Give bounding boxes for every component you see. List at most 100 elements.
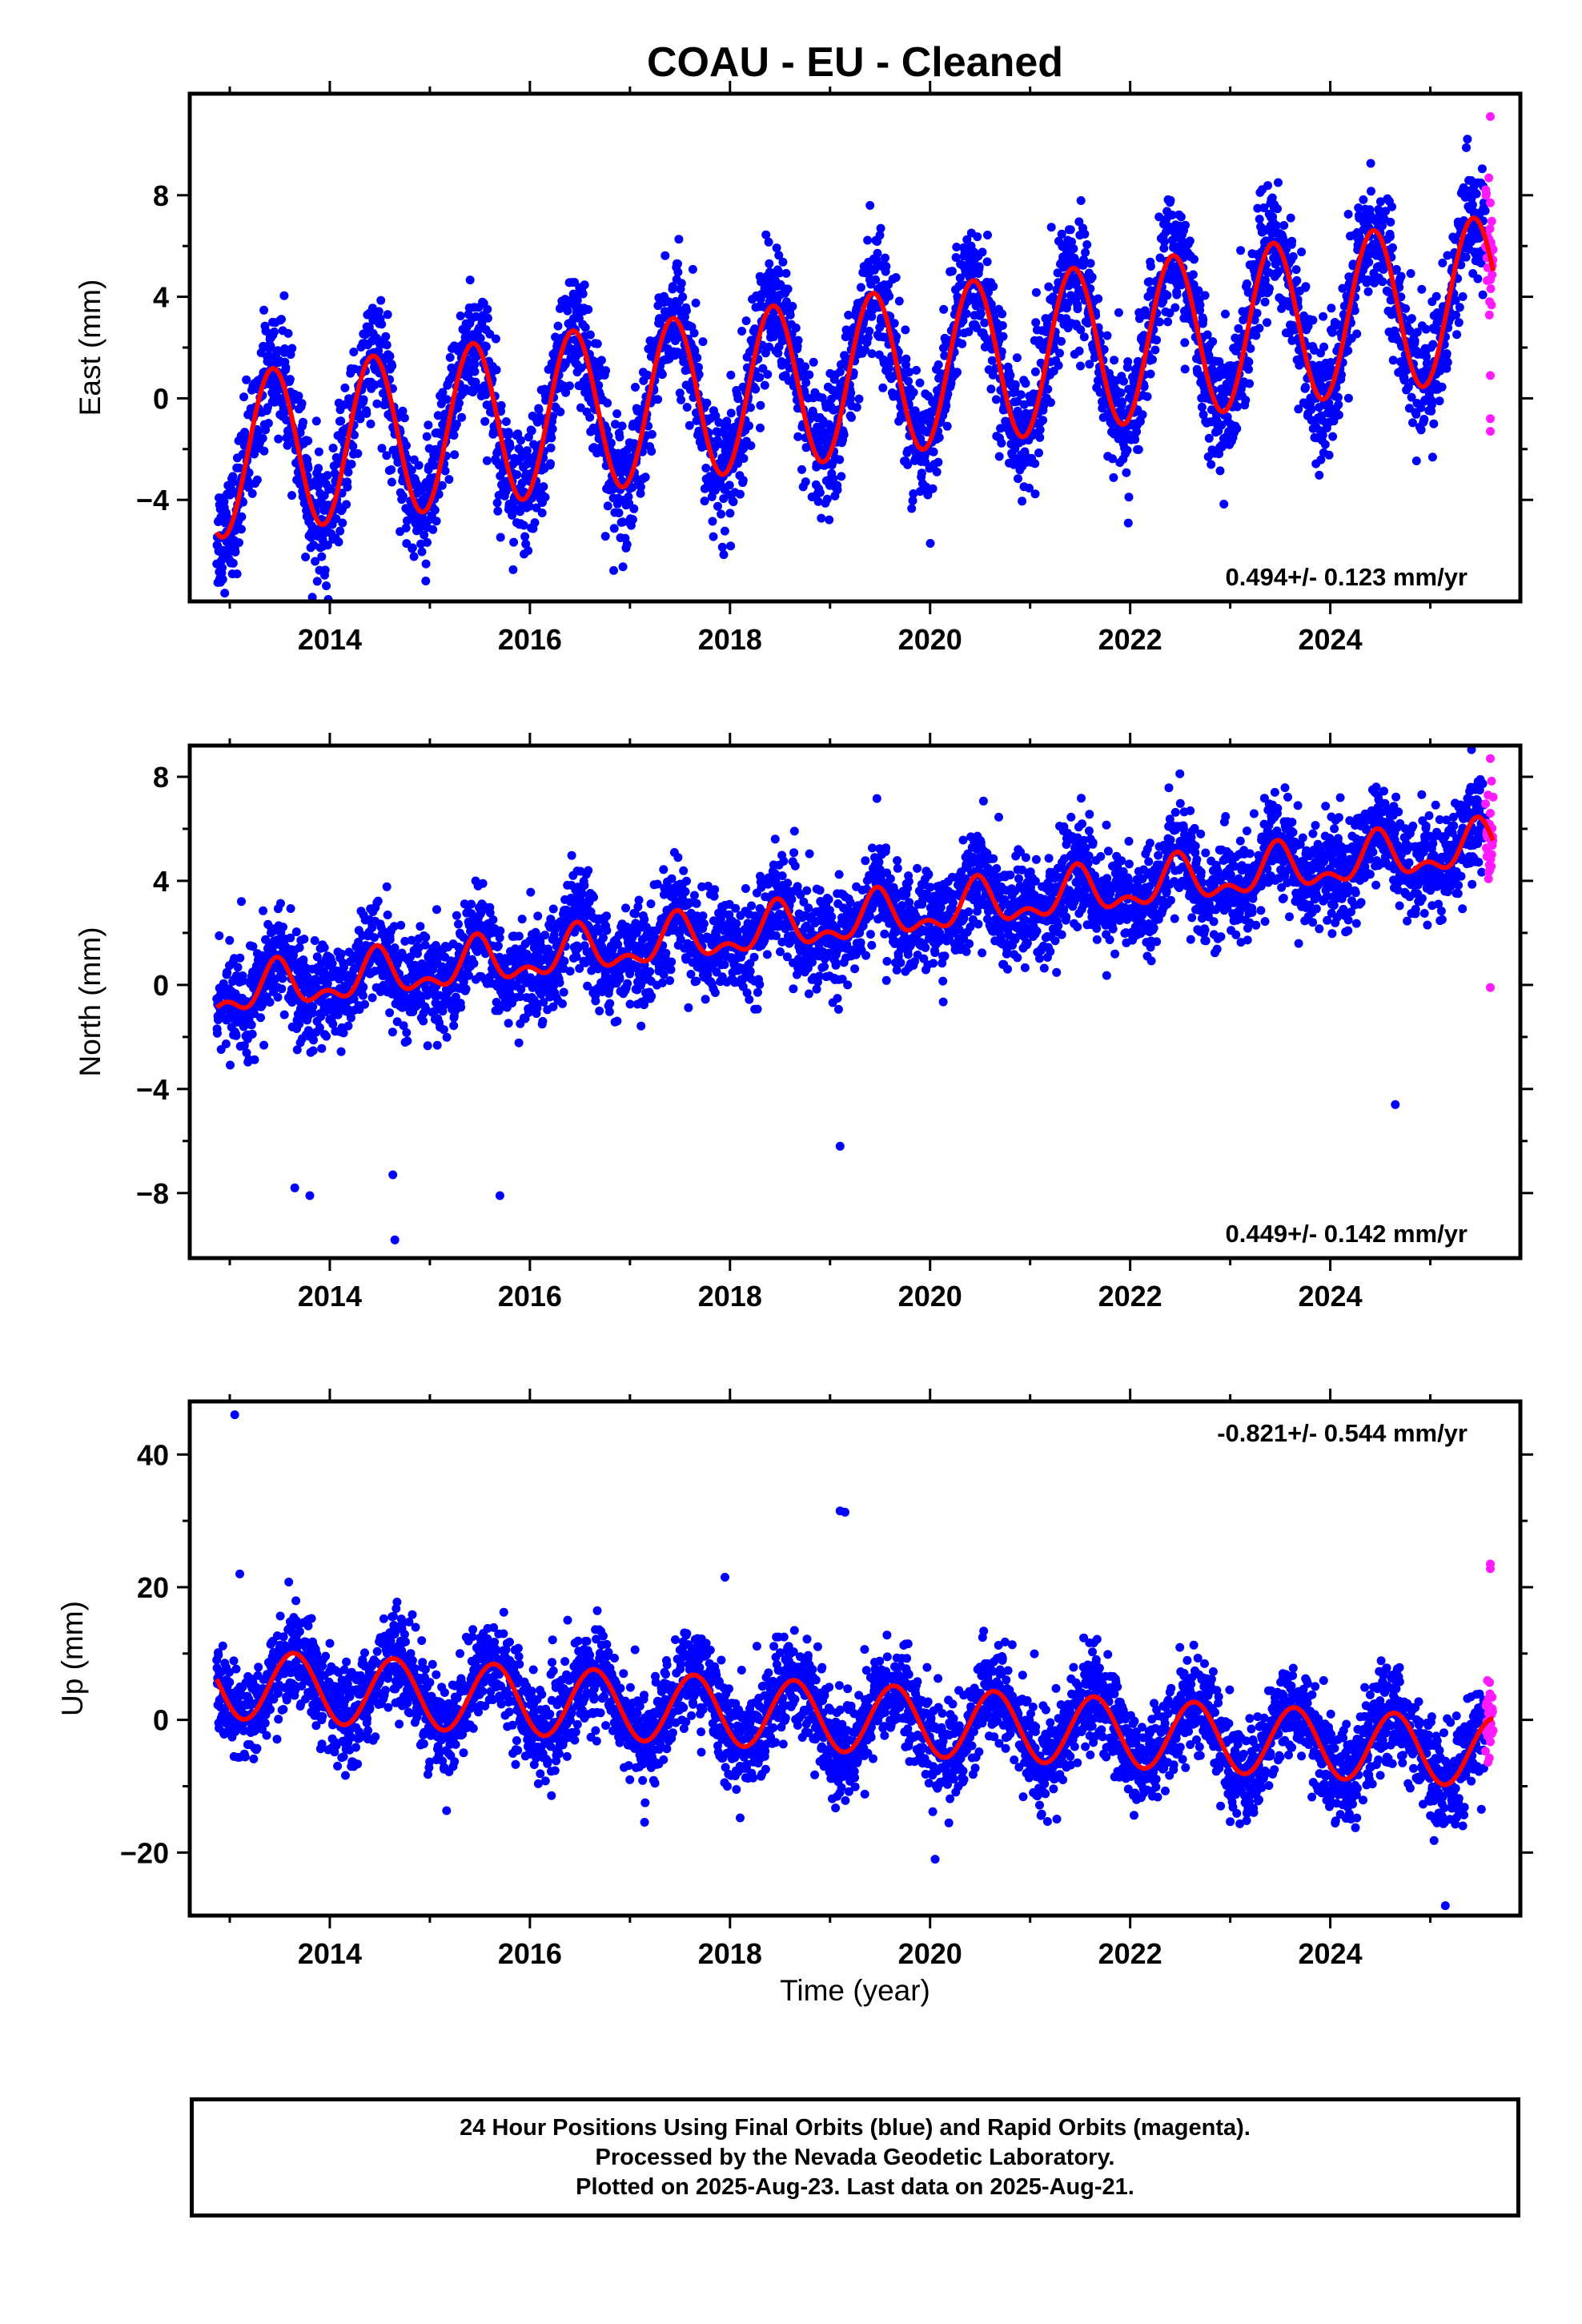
final-orbit-point: [1385, 232, 1395, 241]
final-orbit-point: [247, 1020, 256, 1030]
final-orbit-point: [299, 417, 307, 427]
final-orbit-point: [745, 421, 753, 431]
final-orbit-point: [1263, 181, 1272, 191]
final-orbit-point: [527, 426, 536, 436]
final-orbit-point: [360, 999, 369, 1009]
final-orbit-point: [1066, 225, 1075, 235]
final-orbit-point: [673, 259, 682, 268]
final-orbit-point: [297, 399, 307, 408]
final-orbit-point: [1146, 262, 1155, 271]
final-orbit-point: [1301, 383, 1311, 392]
final-orbit-point: [520, 532, 530, 541]
final-orbit-point: [408, 509, 418, 518]
final-orbit-point: [1030, 367, 1040, 376]
final-orbit-point: [606, 438, 616, 448]
final-orbit-point: [934, 457, 943, 467]
final-orbit-point: [726, 370, 736, 380]
final-orbit-point: [934, 360, 943, 369]
final-orbit-point: [982, 257, 992, 267]
final-orbit-point: [266, 341, 275, 351]
final-orbit-point: [580, 323, 590, 332]
final-orbit-point: [685, 420, 694, 430]
final-orbit-point: [1431, 292, 1441, 301]
final-orbit-point: [347, 460, 356, 469]
final-orbit-point: [1458, 292, 1468, 301]
final-orbit-point: [432, 905, 441, 915]
rapid-orbit-point: [1488, 270, 1497, 279]
final-orbit-point: [817, 513, 826, 523]
final-orbit-point: [263, 419, 273, 428]
final-orbit-point: [1035, 432, 1045, 442]
final-orbit-point: [1438, 258, 1447, 267]
final-orbit-point: [546, 443, 556, 452]
rapid-orbit-point: [1485, 224, 1495, 234]
final-orbit-point: [259, 906, 268, 915]
final-orbit-point: [1328, 432, 1338, 441]
final-orbit-point: [327, 959, 337, 968]
final-orbit-point: [299, 955, 308, 964]
final-orbit-point: [1207, 460, 1216, 469]
final-orbit-point: [561, 388, 571, 397]
final-orbit-point: [974, 262, 984, 271]
final-orbit-point: [563, 306, 572, 316]
final-orbit-point: [270, 327, 279, 336]
final-orbit-point: [1366, 159, 1375, 168]
final-orbit-point: [618, 562, 628, 572]
final-orbit-point: [501, 417, 511, 426]
final-orbit-point: [516, 436, 525, 445]
final-orbit-point: [647, 429, 656, 439]
final-orbit-point: [1452, 330, 1462, 340]
final-orbit-point: [901, 325, 910, 335]
final-orbit-point: [534, 405, 544, 414]
figure-title: COAU - EU - Cleaned: [647, 39, 1063, 86]
final-orbit-point: [1411, 456, 1421, 465]
final-orbit-point: [1124, 493, 1134, 502]
final-orbit-point: [791, 324, 801, 332]
final-orbit-point: [713, 501, 722, 511]
final-orbit-point: [1122, 445, 1132, 455]
final-orbit-point: [863, 235, 873, 245]
final-orbit-point: [976, 309, 986, 318]
final-orbit-point: [221, 1039, 231, 1048]
final-orbit-point: [377, 320, 387, 329]
final-orbit-point: [682, 403, 692, 412]
final-orbit-point: [336, 949, 346, 959]
final-orbit-point: [833, 485, 842, 495]
final-orbit-point: [1030, 489, 1040, 499]
final-orbit-point: [998, 309, 1007, 319]
final-orbit-point: [603, 398, 612, 408]
final-orbit-point: [609, 524, 619, 533]
final-orbit-point: [585, 330, 595, 340]
final-orbit-point: [450, 450, 460, 460]
final-orbit-point: [998, 332, 1008, 341]
final-orbit-point: [521, 539, 531, 549]
final-orbit-point: [878, 383, 888, 392]
final-orbit-point: [387, 477, 396, 487]
final-orbit-point: [847, 412, 856, 422]
final-orbit-point: [398, 492, 408, 501]
final-orbit-point: [1114, 308, 1123, 317]
final-orbit-point: [256, 1013, 265, 1023]
final-orbit-point: [822, 494, 832, 504]
final-orbit-point: [1327, 304, 1336, 313]
final-orbit-point: [1378, 277, 1387, 287]
final-orbit-point: [1094, 294, 1103, 304]
final-orbit-point: [539, 482, 548, 492]
final-orbit-point: [416, 922, 425, 931]
final-orbit-point: [592, 339, 602, 348]
final-orbit-point: [317, 1043, 327, 1053]
final-orbit-point: [492, 365, 501, 375]
final-orbit-point: [1079, 332, 1089, 342]
final-orbit-point: [1263, 318, 1271, 328]
final-orbit-point: [1219, 500, 1229, 509]
final-orbit-point: [1241, 396, 1251, 405]
final-orbit-point: [601, 366, 611, 376]
final-orbit-point: [711, 411, 721, 420]
final-orbit-point: [239, 392, 249, 402]
final-orbit-point: [1197, 402, 1207, 412]
final-orbit-point: [390, 943, 400, 953]
final-orbit-point: [291, 927, 301, 937]
final-orbit-point: [917, 468, 926, 478]
final-orbit-point: [885, 292, 894, 301]
